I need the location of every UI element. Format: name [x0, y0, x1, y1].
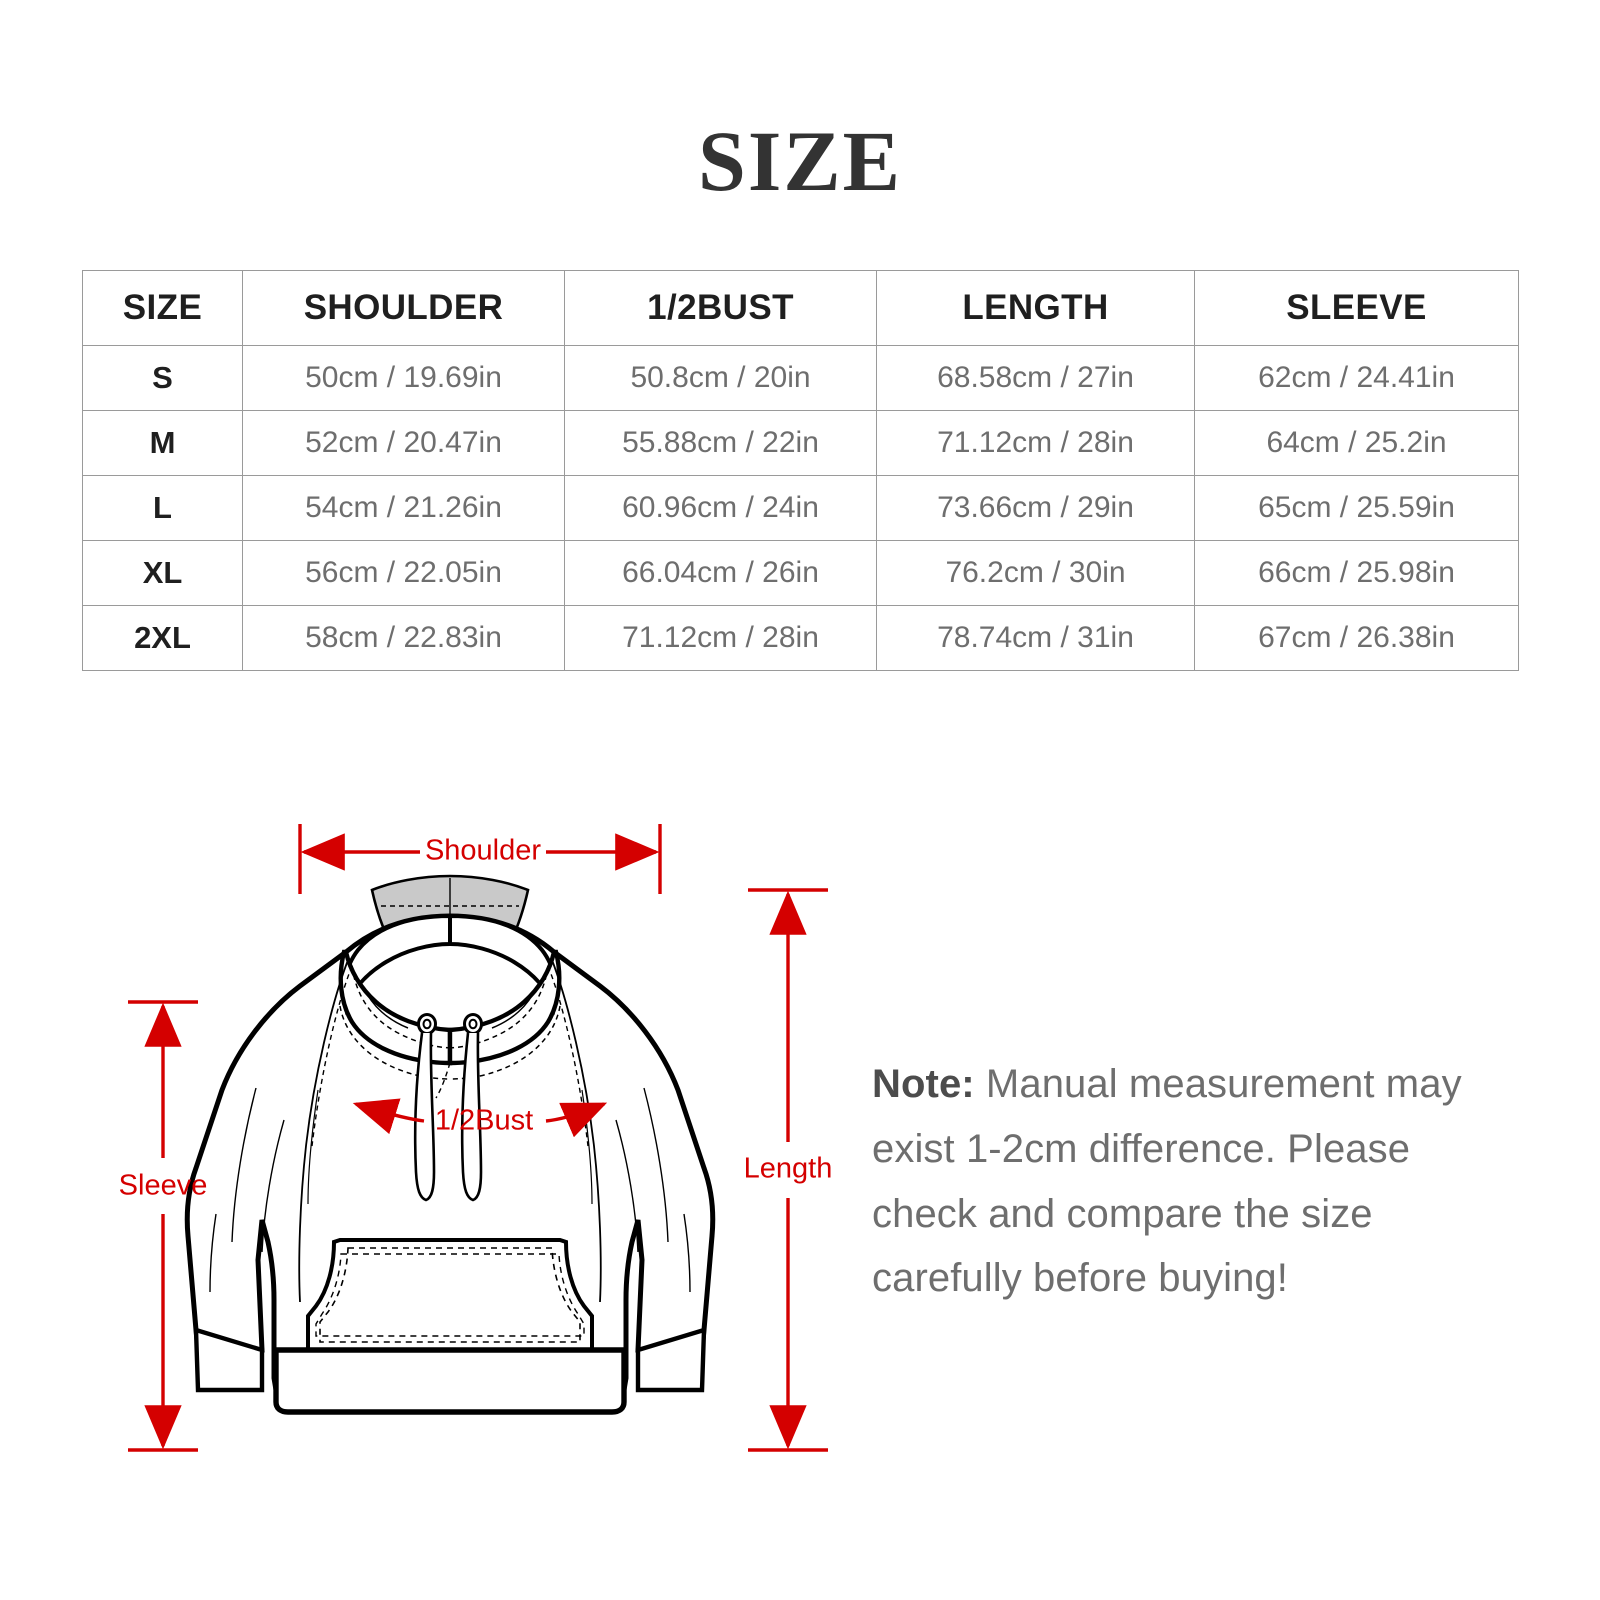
shoulder-label: Shoulder	[425, 835, 541, 867]
length-label: Length	[744, 1153, 833, 1185]
column-header-length: LENGTH	[876, 270, 1195, 346]
measurement-diagram: Shoulder 1/2Bust Length Sleeve	[0, 790, 880, 1550]
cell-bust: 60.96cm / 24in	[564, 475, 877, 541]
cell-sleeve: 67cm / 26.38in	[1194, 605, 1519, 671]
table-row: L 54cm / 21.26in 60.96cm / 24in 73.66cm …	[82, 475, 1519, 541]
cell-length: 73.66cm / 29in	[876, 475, 1195, 541]
column-header-size: SIZE	[82, 270, 243, 346]
bust-measurement: 1/2Bust	[352, 1098, 608, 1138]
column-header-bust: 1/2BUST	[564, 270, 877, 346]
note-text: Manual measurement may exist 1-2cm diffe…	[872, 1062, 1462, 1301]
cell-length: 71.12cm / 28in	[876, 410, 1195, 476]
cell-shoulder: 58cm / 22.83in	[242, 605, 565, 671]
cell-shoulder: 50cm / 19.69in	[242, 345, 565, 411]
cell-size: L	[82, 475, 243, 541]
cell-size: S	[82, 345, 243, 411]
size-table: SIZE SHOULDER 1/2BUST LENGTH SLEEVE S 50…	[82, 270, 1519, 671]
sleeve-measurement: Sleeve	[119, 1000, 208, 1452]
table-row: S 50cm / 19.69in 50.8cm / 20in 68.58cm /…	[82, 345, 1519, 411]
column-header-shoulder: SHOULDER	[242, 270, 565, 346]
cell-bust: 66.04cm / 26in	[564, 540, 877, 606]
sleeve-label: Sleeve	[119, 1170, 208, 1202]
cell-sleeve: 64cm / 25.2in	[1194, 410, 1519, 476]
cell-size: M	[82, 410, 243, 476]
cell-shoulder: 52cm / 20.47in	[242, 410, 565, 476]
cell-shoulder: 54cm / 21.26in	[242, 475, 565, 541]
cell-length: 76.2cm / 30in	[876, 540, 1195, 606]
cell-bust: 55.88cm / 22in	[564, 410, 877, 476]
table-row: 2XL 58cm / 22.83in 71.12cm / 28in 78.74c…	[82, 605, 1519, 671]
cell-bust: 71.12cm / 28in	[564, 605, 877, 671]
cell-sleeve: 62cm / 24.41in	[1194, 345, 1519, 411]
cell-size: 2XL	[82, 605, 243, 671]
cell-size: XL	[82, 540, 243, 606]
cell-sleeve: 65cm / 25.59in	[1194, 475, 1519, 541]
note-label: Note:	[872, 1062, 975, 1106]
table-row: M 52cm / 20.47in 55.88cm / 22in 71.12cm …	[82, 410, 1519, 476]
bust-label: 1/2Bust	[435, 1105, 533, 1137]
cell-length: 78.74cm / 31in	[876, 605, 1195, 671]
cell-sleeve: 66cm / 25.98in	[1194, 540, 1519, 606]
column-header-sleeve: SLEEVE	[1194, 270, 1519, 346]
hoodie-illustration	[184, 874, 716, 1415]
cell-length: 68.58cm / 27in	[876, 345, 1195, 411]
note-block: Note: Manual measurement may exist 1-2cm…	[872, 1052, 1492, 1311]
cell-shoulder: 56cm / 22.05in	[242, 540, 565, 606]
cell-bust: 50.8cm / 20in	[564, 345, 877, 411]
shoulder-measurement: Shoulder	[298, 824, 662, 894]
length-measurement: Length	[744, 888, 833, 1452]
page-title: SIZE	[697, 113, 903, 209]
table-row: XL 56cm / 22.05in 66.04cm / 26in 76.2cm …	[82, 540, 1519, 606]
size-table-container: SIZE SHOULDER 1/2BUST LENGTH SLEEVE S 50…	[82, 270, 1519, 671]
table-header-row: SIZE SHOULDER 1/2BUST LENGTH SLEEVE	[82, 270, 1519, 346]
